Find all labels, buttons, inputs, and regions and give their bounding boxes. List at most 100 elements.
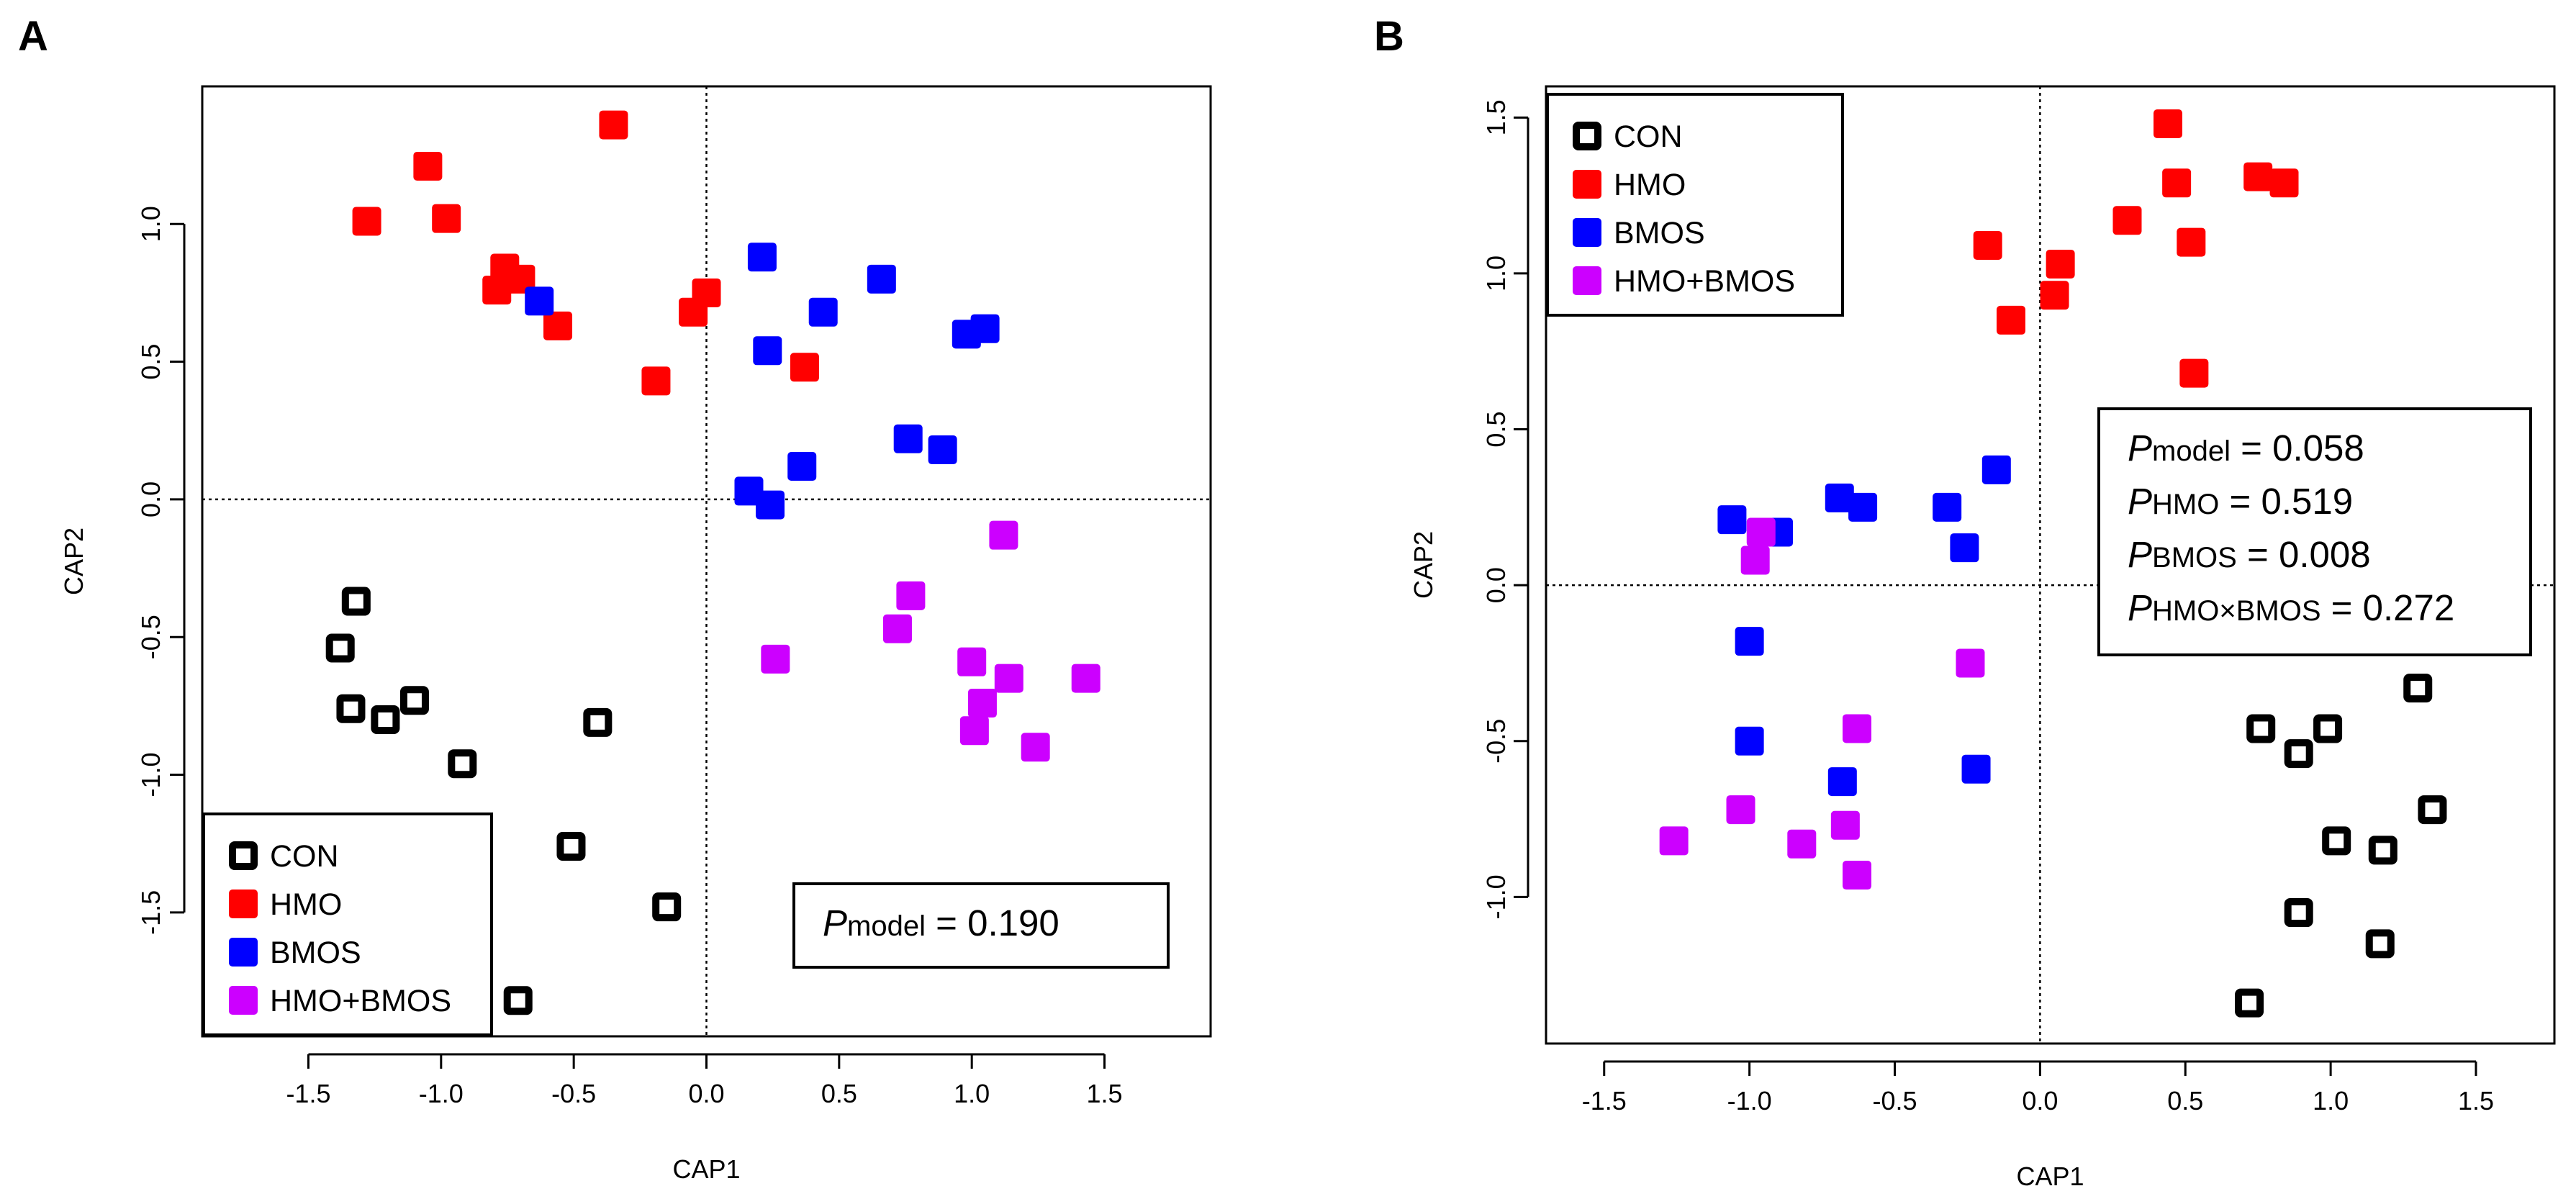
data-point bbox=[583, 707, 613, 737]
data-point bbox=[1825, 483, 1854, 512]
data-point bbox=[2365, 929, 2395, 959]
data-point bbox=[867, 264, 896, 294]
stats-box: Pmodel = 0.190 bbox=[792, 882, 1170, 969]
data-point bbox=[1843, 714, 1872, 743]
data-point bbox=[959, 716, 989, 746]
data-point bbox=[1981, 455, 2011, 484]
data-point bbox=[896, 581, 926, 610]
x-tick-label: -0.5 bbox=[551, 1079, 596, 1108]
stat-letter: P bbox=[2128, 534, 2152, 575]
stat-line: PBMOS = 0.008 bbox=[2128, 534, 2371, 575]
legend-marker bbox=[1573, 266, 1601, 295]
stat-subscript: model bbox=[2152, 435, 2231, 467]
y-tick-label: 1.0 bbox=[136, 206, 166, 242]
series-hmo bbox=[1973, 109, 2299, 388]
data-point bbox=[1843, 861, 1872, 890]
series-con bbox=[325, 587, 682, 1015]
stat-subscript: HMO bbox=[2152, 489, 2219, 520]
data-point bbox=[1071, 664, 1101, 693]
legend-label: CON bbox=[270, 839, 339, 874]
y-tick-label: -1.5 bbox=[136, 890, 166, 935]
x-tick-label: 0.0 bbox=[2022, 1086, 2058, 1115]
stat-value: = 0.008 bbox=[2237, 534, 2371, 575]
data-point bbox=[1717, 505, 1747, 535]
legend-label: HMO bbox=[270, 887, 342, 922]
y-axis-title: CAP2 bbox=[59, 528, 89, 595]
x-tick-label: 1.5 bbox=[2458, 1086, 2494, 1115]
stat-line: Pmodel = 0.058 bbox=[2128, 427, 2364, 469]
data-point bbox=[2162, 168, 2192, 198]
series-hmo-bmos bbox=[761, 520, 1101, 762]
data-point bbox=[957, 647, 987, 676]
data-point bbox=[761, 644, 790, 674]
stat-subscript: BMOS bbox=[2152, 542, 2237, 574]
data-point bbox=[482, 276, 512, 305]
data-point bbox=[2154, 109, 2183, 138]
data-point bbox=[448, 749, 477, 779]
x-tick-label: 0.5 bbox=[821, 1079, 857, 1108]
data-point bbox=[641, 366, 671, 396]
data-point bbox=[808, 297, 838, 327]
data-point bbox=[1827, 767, 1857, 797]
stat-value: = 0.058 bbox=[2231, 427, 2364, 469]
data-point bbox=[2040, 281, 2069, 310]
data-point bbox=[2177, 227, 2206, 257]
data-point bbox=[325, 633, 355, 663]
data-point bbox=[989, 520, 1018, 550]
legend-marker bbox=[229, 841, 258, 870]
y-tick-label: 0.5 bbox=[136, 344, 166, 380]
series-bmos bbox=[1717, 455, 2011, 797]
data-point bbox=[1726, 795, 1755, 825]
legend-marker bbox=[229, 938, 258, 967]
y-tick-label: -1.0 bbox=[136, 752, 166, 797]
stat-value: = 0.190 bbox=[926, 902, 1059, 943]
y-tick-label: 0.5 bbox=[1481, 412, 1511, 448]
x-tick-label: -1.5 bbox=[1582, 1086, 1627, 1115]
legend: CON HMO BMOS HMO+BMOS bbox=[1546, 93, 1844, 317]
data-point bbox=[928, 435, 957, 465]
data-point bbox=[790, 353, 819, 382]
y-tick-label: 1.0 bbox=[1481, 255, 1511, 291]
data-point bbox=[2284, 898, 2313, 928]
panel-b: B -1.5 -1.0 -0.5 0.0 0.5 1.0 1.5 CAP1 -1.0 -0.5 0.0… bbox=[1374, 13, 2556, 1191]
y-axis-title: CAP2 bbox=[1409, 531, 1438, 599]
data-point bbox=[341, 587, 371, 616]
data-point bbox=[599, 110, 628, 140]
data-point bbox=[967, 689, 997, 718]
legend-marker bbox=[229, 986, 258, 1015]
legend-label: BMOS bbox=[1614, 216, 1705, 250]
panel-a: A -1.5 -1.0 -0.5 0.0 0.5 1.0 1.5 CAP1 -1.5 -1.0 -0.… bbox=[18, 13, 1212, 1184]
data-point bbox=[2243, 162, 2273, 191]
series-bmos bbox=[525, 243, 1000, 520]
data-point bbox=[787, 452, 817, 481]
data-point bbox=[336, 694, 366, 723]
y-tick-label: 0.0 bbox=[1481, 567, 1511, 603]
legend: CON HMO BMOS HMO+BMOS bbox=[202, 813, 493, 1036]
legend-marker bbox=[229, 890, 258, 918]
stat-line: PHMO×BMOS = 0.272 bbox=[2128, 587, 2454, 628]
data-point bbox=[2246, 714, 2276, 743]
stat-line: PHMO = 0.519 bbox=[2128, 481, 2353, 522]
data-point bbox=[506, 264, 535, 294]
panel-label: B bbox=[1374, 13, 1404, 60]
data-point bbox=[2418, 795, 2447, 825]
stat-line: Pmodel = 0.190 bbox=[823, 902, 1059, 943]
data-point bbox=[1973, 230, 2002, 260]
stat-letter: P bbox=[2128, 427, 2152, 469]
x-tick-label: -0.5 bbox=[1872, 1086, 1917, 1115]
x-tick-label: 0.0 bbox=[688, 1079, 724, 1108]
x-tick-label: 1.5 bbox=[1087, 1079, 1123, 1108]
data-point bbox=[1996, 305, 2025, 335]
data-point bbox=[2322, 826, 2351, 856]
data-point bbox=[2269, 168, 2299, 198]
data-point bbox=[1740, 546, 1770, 575]
x-axis-title: CAP1 bbox=[672, 1154, 740, 1184]
y-tick-label: 1.5 bbox=[1481, 99, 1511, 135]
data-point bbox=[692, 278, 721, 307]
x-tick-label: 0.5 bbox=[2167, 1086, 2203, 1115]
data-point bbox=[352, 207, 381, 236]
stats-frame bbox=[2097, 407, 2532, 656]
stat-subscript: HMO×BMOS bbox=[2152, 595, 2320, 627]
data-point bbox=[1787, 829, 1817, 859]
